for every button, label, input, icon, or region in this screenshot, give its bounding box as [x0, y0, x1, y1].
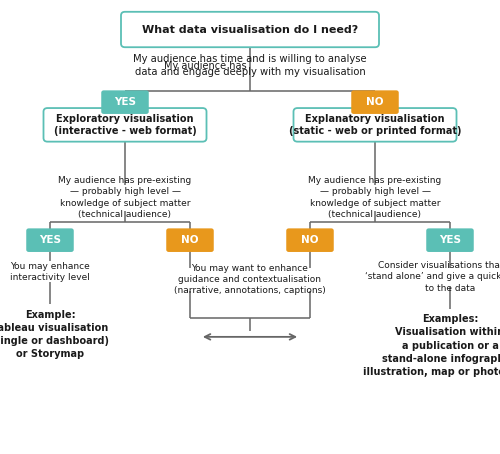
FancyBboxPatch shape [44, 108, 206, 142]
Text: You may enhance
interactivity level: You may enhance interactivity level [10, 262, 90, 282]
FancyBboxPatch shape [26, 228, 74, 252]
Text: What data visualisation do I need?: What data visualisation do I need? [142, 25, 358, 35]
Text: Examples:
Visualisation within
a publication or a
stand-alone infographic,
illus: Examples: Visualisation within a publica… [363, 314, 500, 377]
Text: My audience has time and is willing to analyse
data and engage deeply with my vi: My audience has time and is willing to a… [133, 54, 367, 78]
Text: YES: YES [439, 235, 461, 245]
FancyBboxPatch shape [351, 90, 399, 114]
Text: My audience has: My audience has [164, 61, 250, 71]
Text: Explanatory visualisation
(static - web or printed format): Explanatory visualisation (static - web … [289, 114, 461, 136]
Text: YES: YES [39, 235, 61, 245]
Text: Exploratory visualisation
(interactive - web format): Exploratory visualisation (interactive -… [54, 114, 197, 136]
FancyBboxPatch shape [286, 228, 334, 252]
Text: NO: NO [181, 235, 199, 245]
Text: Consider visualisations that can
‘stand alone’ and give a quick insight
to the d: Consider visualisations that can ‘stand … [365, 262, 500, 292]
Text: YES: YES [114, 97, 136, 107]
FancyBboxPatch shape [294, 108, 456, 142]
Text: You may want to enhance
guidance and contextualisation
(narrative, annotations, : You may want to enhance guidance and con… [174, 264, 326, 295]
FancyBboxPatch shape [101, 90, 149, 114]
FancyBboxPatch shape [426, 228, 474, 252]
Text: My audience has pre-existing
— probably high level —
knowledge of subject matter: My audience has pre-existing — probably … [308, 176, 442, 219]
Text: Example:
Tableau visualisation
(single or dashboard)
or Storymap: Example: Tableau visualisation (single o… [0, 310, 110, 359]
FancyBboxPatch shape [166, 228, 214, 252]
FancyBboxPatch shape [121, 12, 379, 47]
Text: My audience has pre-existing
— probably high level —
knowledge of subject matter: My audience has pre-existing — probably … [58, 176, 192, 219]
Text: NO: NO [366, 97, 384, 107]
Text: NO: NO [301, 235, 319, 245]
